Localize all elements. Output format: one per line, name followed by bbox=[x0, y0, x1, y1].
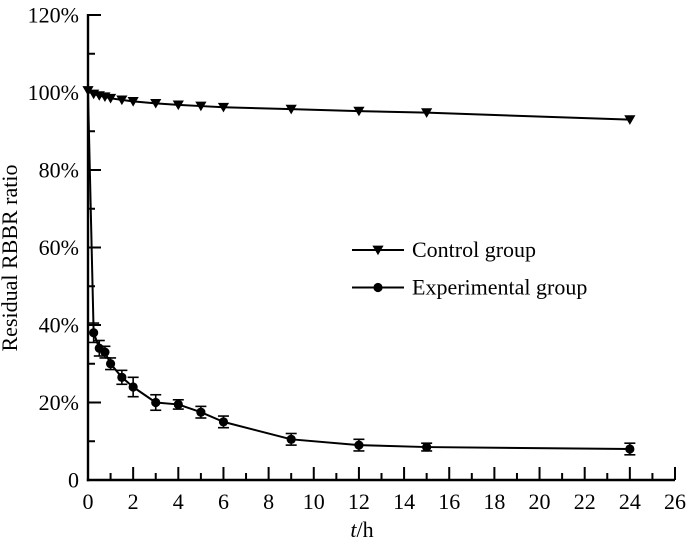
data-point-marker bbox=[100, 347, 110, 357]
x-tick-label: 4 bbox=[173, 489, 184, 514]
data-point-marker bbox=[286, 434, 296, 444]
data-point-marker bbox=[150, 98, 162, 109]
data-point-marker bbox=[117, 372, 127, 382]
y-tick-label: 80% bbox=[39, 158, 79, 183]
x-tick-label: 18 bbox=[483, 489, 505, 514]
data-point-marker bbox=[104, 93, 117, 104]
y-axis-title: Residual RBBR ratio bbox=[0, 165, 22, 352]
data-point-marker bbox=[624, 115, 636, 125]
x-tick-label: 6 bbox=[218, 489, 229, 514]
data-point-marker bbox=[196, 407, 206, 417]
y-axis: 0 20% 40% 60% 80% 100% 120% bbox=[28, 3, 101, 493]
x-axis-title: t/h bbox=[350, 517, 373, 542]
data-point-marker bbox=[625, 444, 635, 454]
data-point-marker bbox=[173, 399, 183, 410]
y-tick-label: 100% bbox=[28, 80, 79, 105]
series-experimental-group bbox=[87, 92, 636, 456]
legend-label: Experimental group bbox=[412, 275, 587, 300]
data-point-marker bbox=[218, 417, 229, 427]
data-point-marker bbox=[217, 102, 230, 113]
data-point-marker bbox=[172, 100, 184, 111]
data-point-marker bbox=[116, 95, 128, 106]
legend: Control group Experimental group bbox=[352, 237, 587, 300]
y-tick-label: 40% bbox=[39, 313, 79, 338]
data-point-marker bbox=[89, 328, 99, 338]
x-tick-label: 24 bbox=[619, 489, 641, 514]
y-tick-label: 60% bbox=[39, 235, 79, 260]
data-point-marker bbox=[128, 382, 138, 392]
series-line bbox=[87, 92, 630, 450]
legend-marker-circle bbox=[373, 282, 383, 293]
x-tick-label: 12 bbox=[348, 489, 370, 514]
y-tick-label: 120% bbox=[28, 3, 79, 28]
x-tick-label: 10 bbox=[303, 489, 325, 514]
y-tick-label: 20% bbox=[39, 390, 79, 415]
data-point-marker bbox=[127, 97, 139, 107]
data-point-marker bbox=[151, 397, 161, 408]
series-control-group bbox=[82, 86, 636, 125]
x-tick-label: 22 bbox=[574, 489, 596, 514]
legend-label: Control group bbox=[412, 237, 536, 262]
x-tick-label: 8 bbox=[263, 489, 274, 514]
data-point-marker bbox=[195, 101, 207, 112]
legend-entry-control-group: Control group bbox=[352, 237, 536, 262]
data-point-marker bbox=[82, 86, 94, 96]
x-tick-label: 16 bbox=[438, 489, 460, 514]
plot-series bbox=[82, 86, 636, 456]
x-tick-label: 0 bbox=[83, 489, 94, 514]
x-tick-label: 26 bbox=[664, 489, 686, 514]
legend-entry-experimental-group: Experimental group bbox=[352, 275, 587, 300]
x-axis: 0 2 4 6 8 10 12 14 16 18 20 22 24 26 bbox=[83, 467, 686, 514]
data-point-marker bbox=[105, 359, 116, 369]
data-point-marker bbox=[285, 104, 297, 115]
data-point-marker bbox=[422, 442, 432, 452]
y-tick-label: 0 bbox=[68, 468, 79, 493]
legend-marker-triangle-down bbox=[372, 245, 384, 256]
data-point-marker bbox=[354, 440, 364, 450]
x-tick-label: 2 bbox=[128, 489, 139, 514]
data-point-marker bbox=[353, 106, 365, 117]
x-tick-label: 14 bbox=[393, 489, 415, 514]
data-point-marker bbox=[421, 108, 433, 118]
x-tick-label: 20 bbox=[529, 489, 551, 514]
